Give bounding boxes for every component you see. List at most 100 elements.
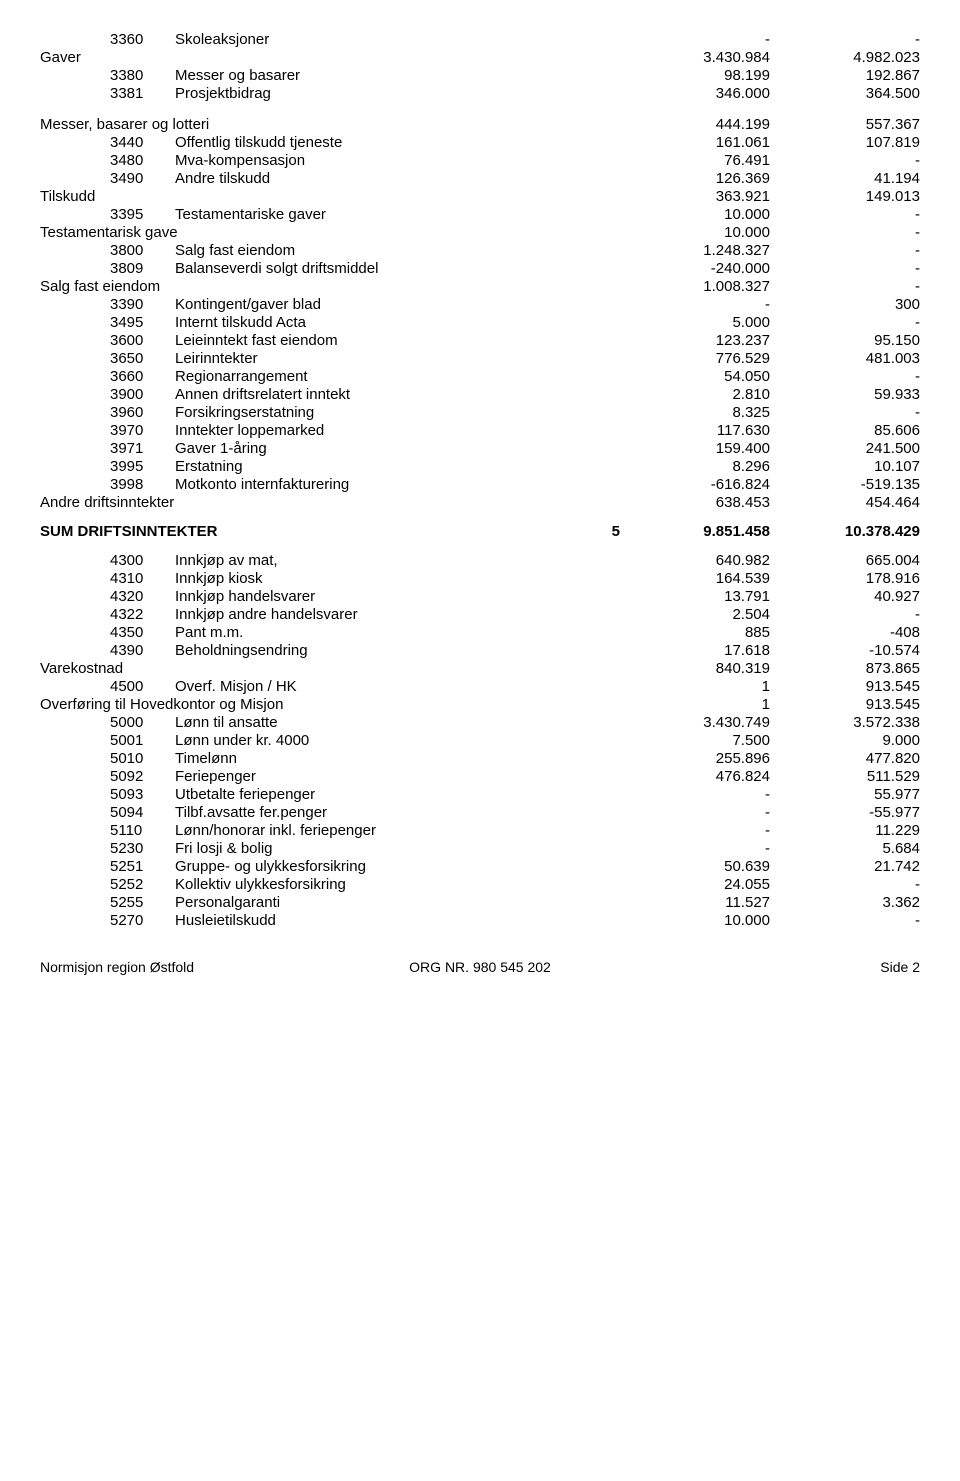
account-row: 3395Testamentariske gaver10.000-: [40, 206, 920, 223]
value-col-2: 241.500: [770, 440, 920, 457]
account-code: 4322: [40, 606, 170, 623]
account-label: Leieinntekt fast eiendom: [170, 332, 560, 349]
account-code: 4300: [40, 552, 170, 569]
value-col-2: -: [770, 368, 920, 385]
value-col-1: 126.369: [620, 170, 770, 187]
account-label: Innkjøp andre handelsvarer: [170, 606, 560, 623]
value-col-2: -: [770, 242, 920, 259]
value-col-1: 1: [620, 678, 770, 695]
value-col-1: 444.199: [620, 116, 770, 133]
account-label: Timelønn: [170, 750, 560, 767]
account-label: Gruppe- og ulykkesforsikring: [170, 858, 560, 875]
value-col-1: 98.199: [620, 67, 770, 84]
account-label: Annen driftsrelatert inntekt: [170, 386, 560, 403]
account-row: 4320Innkjøp handelsvarer13.79140.927: [40, 588, 920, 605]
value-col-2: 913.545: [770, 696, 920, 713]
account-label: Kontingent/gaver blad: [170, 296, 560, 313]
value-col-2: 9.000: [770, 732, 920, 749]
value-col-1: 13.791: [620, 588, 770, 605]
account-code: 4390: [40, 642, 170, 659]
value-col-2: -: [770, 404, 920, 421]
value-col-2: 192.867: [770, 67, 920, 84]
value-col-2: 913.545: [770, 678, 920, 695]
account-row: 3998Motkonto internfakturering-616.824-5…: [40, 476, 920, 493]
value-col-2: -10.574: [770, 642, 920, 659]
account-row: 5001Lønn under kr. 40007.5009.000: [40, 732, 920, 749]
value-col-1: 5.000: [620, 314, 770, 331]
value-col-1: 1: [620, 696, 770, 713]
account-label: Messer og basarer: [170, 67, 560, 84]
value-col-1: 255.896: [620, 750, 770, 767]
account-code: 3971: [40, 440, 170, 457]
account-code: 4500: [40, 678, 170, 695]
account-code: 5110: [40, 822, 170, 839]
account-code: 5230: [40, 840, 170, 857]
account-label: Andre tilskudd: [170, 170, 560, 187]
account-code: 3395: [40, 206, 170, 223]
account-code: 5252: [40, 876, 170, 893]
value-col-2: 85.606: [770, 422, 920, 439]
account-row: 5110Lønn/honorar inkl. feriepenger-11.22…: [40, 822, 920, 839]
group-label: Varekostnad: [40, 660, 560, 677]
group-label: Gaver: [40, 49, 560, 66]
account-label: Erstatning: [170, 458, 560, 475]
value-col-1: 2.504: [620, 606, 770, 623]
account-code: 3390: [40, 296, 170, 313]
account-code: 5010: [40, 750, 170, 767]
group-label: Overføring til Hovedkontor og Misjon: [40, 696, 560, 713]
account-row: 3360Skoleaksjoner--: [40, 31, 920, 48]
value-col-1: 164.539: [620, 570, 770, 587]
value-col-2: 557.367: [770, 116, 920, 133]
value-col-2: 3.572.338: [770, 714, 920, 731]
account-row: 3650Leirinntekter776.529481.003: [40, 350, 920, 367]
account-label: Prosjektbidrag: [170, 85, 560, 102]
account-row: 3995Erstatning8.29610.107: [40, 458, 920, 475]
account-code: 3660: [40, 368, 170, 385]
account-code: 3380: [40, 67, 170, 84]
account-code: 3970: [40, 422, 170, 439]
footer-mid: ORG NR. 980 545 202: [333, 959, 626, 975]
value-col-1: 2.810: [620, 386, 770, 403]
sum-label: SUM DRIFTSINNTEKTER: [40, 523, 560, 540]
value-col-2: 511.529: [770, 768, 920, 785]
account-row: 4310Innkjøp kiosk164.539178.916: [40, 570, 920, 587]
value-col-2: 5.684: [770, 840, 920, 857]
value-col-1: 8.296: [620, 458, 770, 475]
value-col-2: -: [770, 206, 920, 223]
value-col-2: 41.194: [770, 170, 920, 187]
group-row: Varekostnad840.319873.865: [40, 660, 920, 677]
value-col-1: 24.055: [620, 876, 770, 893]
value-col-1: 10.000: [620, 206, 770, 223]
account-row: 5230Fri losji & bolig-5.684: [40, 840, 920, 857]
value-col-1: 776.529: [620, 350, 770, 367]
value-col-2: 59.933: [770, 386, 920, 403]
account-row: 5094Tilbf.avsatte fer.penger--55.977: [40, 804, 920, 821]
account-code: 3480: [40, 152, 170, 169]
account-row: 4390Beholdningsendring17.618-10.574: [40, 642, 920, 659]
account-code: 3900: [40, 386, 170, 403]
account-code: 5094: [40, 804, 170, 821]
account-label: Internt tilskudd Acta: [170, 314, 560, 331]
value-col-2: 95.150: [770, 332, 920, 349]
account-label: Salg fast eiendom: [170, 242, 560, 259]
account-label: Overf. Misjon / HK: [170, 678, 560, 695]
account-code: 3600: [40, 332, 170, 349]
value-col-1: -240.000: [620, 260, 770, 277]
account-row: 4322Innkjøp andre handelsvarer2.504-: [40, 606, 920, 623]
value-col-1: 638.453: [620, 494, 770, 511]
value-col-2: 873.865: [770, 660, 920, 677]
account-row: 4500Overf. Misjon / HK 1913.545: [40, 678, 920, 695]
value-col-1: -: [620, 786, 770, 803]
account-code: 3440: [40, 134, 170, 151]
value-col-2: 364.500: [770, 85, 920, 102]
value-col-1: 123.237: [620, 332, 770, 349]
account-label: Personalgaranti: [170, 894, 560, 911]
account-label: Skoleaksjoner: [170, 31, 560, 48]
value-col-2: -: [770, 278, 920, 295]
account-label: Mva-kompensasjon: [170, 152, 560, 169]
account-row: 3381Prosjektbidrag346.000364.500: [40, 85, 920, 102]
value-col-1: 17.618: [620, 642, 770, 659]
account-label: Kollektiv ulykkesforsikring: [170, 876, 560, 893]
group-label: Testamentarisk gave: [40, 224, 560, 241]
account-row: 5251Gruppe- og ulykkesforsikring50.63921…: [40, 858, 920, 875]
